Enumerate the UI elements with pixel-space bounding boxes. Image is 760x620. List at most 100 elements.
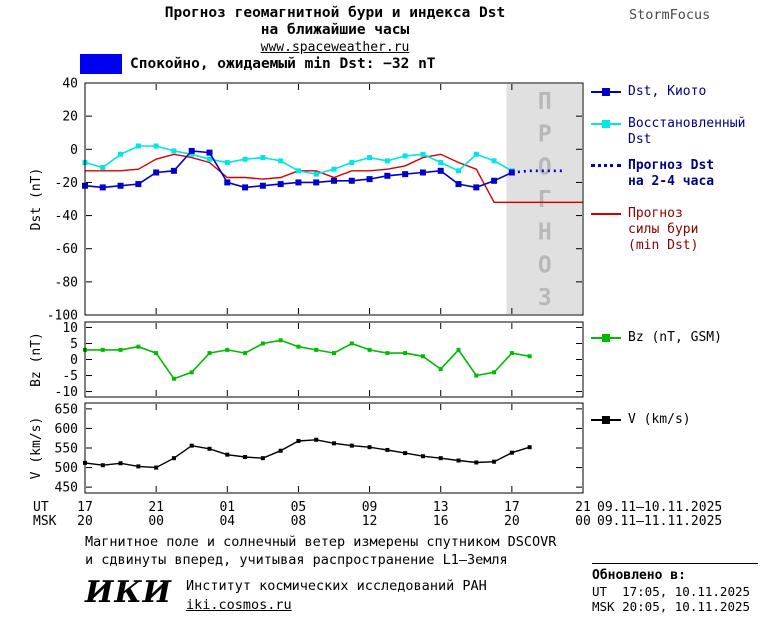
ut-tick-label: 13: [433, 500, 449, 515]
marker-dst-kyoto: [419, 169, 426, 176]
y-tick-label: 0: [70, 353, 78, 368]
brand-label: StormFocus: [629, 7, 711, 23]
marker-v: [243, 455, 248, 459]
marker-v: [314, 437, 319, 442]
msk-tick-label: 12: [362, 514, 378, 529]
marker-bz: [136, 344, 141, 349]
storm-forecast-marker-icon: [591, 209, 621, 219]
msk-tick-label: 08: [291, 514, 307, 529]
y-tick-label: 550: [55, 442, 78, 457]
marker-bz: [189, 370, 194, 375]
marker-dst-kyoto: [348, 177, 355, 184]
y-tick-label: -10: [55, 385, 78, 400]
series-dst-restored: [84, 145, 513, 175]
marker-dst-restored: [313, 171, 319, 177]
marker-dst-kyoto: [366, 176, 373, 183]
marker-dst-restored: [260, 155, 266, 161]
series-dst-kyoto: [84, 150, 513, 189]
ut-date-range: 09.11–10.11.2025: [597, 500, 722, 515]
marker-v: [492, 459, 497, 464]
marker-dst-kyoto: [153, 169, 160, 176]
spaceweather-link[interactable]: www.spaceweather.ru: [260, 40, 410, 55]
bz-marker-icon: [591, 333, 621, 343]
marker-bz: [456, 347, 461, 352]
status-legend: Спокойно, ожидаемый min Dst: −32 nT: [80, 54, 436, 74]
y-tick-label: 0: [70, 143, 78, 158]
msk-tick-label: 00: [575, 514, 591, 529]
marker-v: [349, 443, 354, 448]
y-tick-label: 10: [62, 321, 78, 336]
marker-v: [527, 445, 532, 450]
marker-dst-kyoto: [188, 147, 195, 154]
legend-dst-kyoto-label: Dst, Киото: [628, 84, 707, 99]
marker-v: [403, 451, 408, 456]
marker-dst-restored: [135, 143, 141, 149]
forecast-label-letter: О: [538, 154, 552, 180]
marker-dst-restored: [349, 160, 355, 166]
marker-bz: [349, 341, 354, 346]
legend-forecast-dst: Прогноз Dst на 2-4 часа: [591, 158, 728, 190]
ut-tick-label: 21: [148, 500, 164, 515]
msk-axis-label: MSK: [33, 514, 57, 529]
series-bz: [85, 339, 530, 380]
msk-tick-label: 04: [219, 514, 235, 529]
marker-dst-kyoto: [206, 149, 213, 156]
marker-bz: [100, 347, 105, 352]
page-title: Прогноз геомагнитной бури и индекса Dst: [164, 5, 506, 21]
marker-dst-restored: [207, 156, 212, 162]
marker-v: [225, 452, 230, 457]
forecast-region: [506, 84, 582, 314]
marker-bz: [332, 351, 336, 356]
data-source-note: Магнитное поле и солнечный ветер измерен…: [85, 534, 556, 569]
marker-dst-kyoto: [277, 181, 284, 188]
ut-tick-label: 17: [504, 500, 520, 515]
updated-ut: UT 17:05, 10.11.2025: [592, 584, 751, 599]
marker-dst-kyoto: [491, 177, 498, 184]
msk-tick-label: 20: [77, 514, 93, 529]
dst-kyoto-marker-icon: [591, 87, 621, 97]
marker-bz: [509, 351, 514, 356]
y-tick-label: 500: [55, 461, 78, 476]
marker-v: [420, 454, 425, 459]
marker-dst-kyoto: [135, 181, 142, 188]
marker-v: [296, 438, 301, 443]
marker-dst-kyoto: [99, 184, 106, 191]
marker-bz: [118, 347, 123, 352]
updated-label: Обновлено в:: [592, 568, 686, 583]
y-tick-label: 20: [62, 110, 78, 125]
marker-bz: [83, 347, 87, 352]
marker-dst-restored: [420, 151, 426, 157]
marker-bz: [154, 351, 159, 356]
marker-dst-restored: [456, 168, 461, 174]
note-line1: Магнитное поле и солнечный ветер измерен…: [85, 534, 557, 550]
marker-bz: [420, 354, 425, 359]
marker-dst-kyoto: [313, 179, 320, 186]
marker-dst-kyoto: [331, 177, 337, 184]
legend-storm-forecast-label: Прогноз силы бури (min Dst): [628, 206, 699, 253]
marker-dst-kyoto: [295, 179, 302, 186]
updated-msk: MSK 20:05, 10.11.2025: [592, 599, 751, 614]
marker-bz: [367, 347, 372, 352]
marker-dst-kyoto: [508, 169, 515, 176]
marker-v: [438, 456, 443, 461]
marker-bz: [438, 367, 443, 372]
marker-dst-restored: [402, 153, 408, 159]
marker-dst-restored: [189, 151, 195, 157]
series-dst-forecast: [511, 169, 566, 174]
marker-dst-restored: [473, 151, 479, 157]
ut-tick-label: 21: [575, 500, 591, 515]
page-title-line2: на ближайшие часы: [260, 22, 410, 38]
marker-bz: [527, 354, 532, 359]
status-text: Спокойно, ожидаемый min Dst: −32 nT: [130, 56, 436, 72]
legend-v-label: V (km/s): [628, 412, 691, 427]
ut-axis-label: UT: [33, 500, 49, 515]
marker-v: [278, 448, 283, 453]
legend-restored-dst-label: Восстановленный Dst: [628, 116, 746, 147]
y-tick-label: -5: [62, 369, 78, 384]
iki-link[interactable]: iki.cosmos.ru: [185, 597, 292, 613]
marker-dst-kyoto: [384, 172, 391, 179]
ut-tick-label: 05: [291, 500, 307, 515]
ut-tick-label: 17: [77, 500, 93, 515]
legend-restored-dst: Восстановленный Dst: [591, 116, 756, 148]
